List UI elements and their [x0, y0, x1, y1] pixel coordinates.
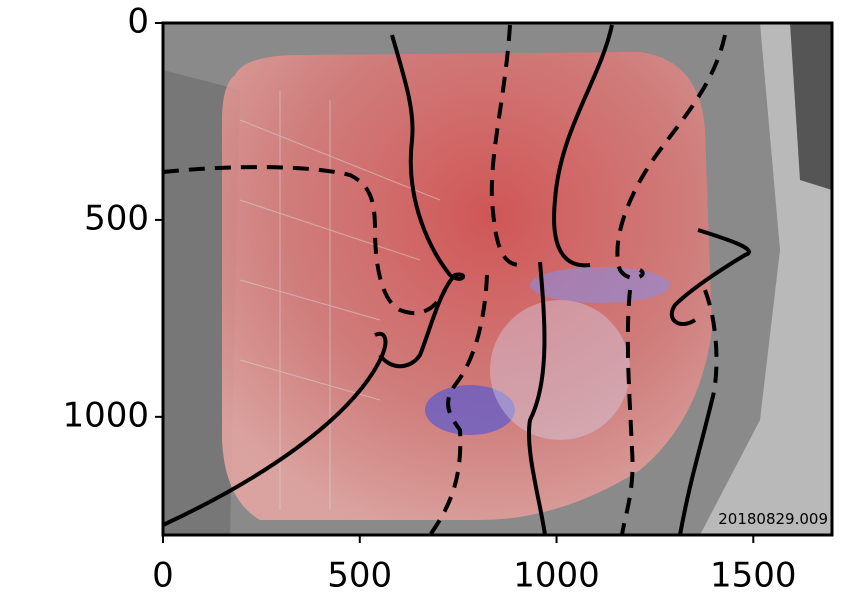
x-tick-label: 1500 — [710, 556, 797, 596]
annotation: 20180829.009 — [718, 510, 828, 528]
y-tick-label: 0 — [127, 2, 149, 42]
x-tick-label: 1000 — [513, 556, 600, 596]
image — [163, 23, 832, 535]
y-tick-label: 500 — [84, 198, 149, 238]
x-tick-label: 500 — [327, 556, 392, 596]
y-tick-label: 1000 — [62, 395, 149, 435]
x-tick-label: 0 — [152, 556, 174, 596]
plot-frame — [161, 21, 834, 537]
